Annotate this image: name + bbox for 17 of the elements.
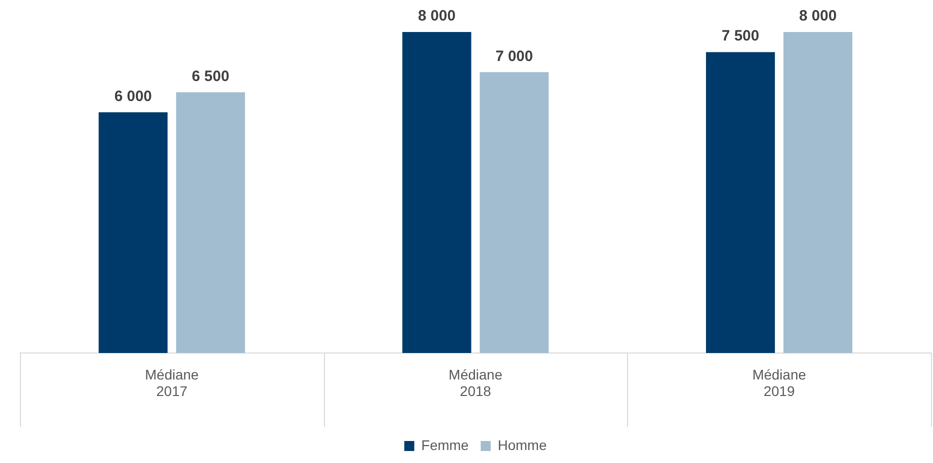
x-tick-label: Médiane 2019 [752, 366, 806, 400]
data-label: 7 500 [722, 28, 760, 45]
data-label: 6 500 [192, 68, 230, 85]
data-label: 6 000 [114, 88, 152, 105]
data-label: 8 000 [418, 8, 456, 25]
bar [706, 52, 775, 353]
bar [98, 112, 168, 353]
bar [783, 32, 852, 353]
data-label: 7 000 [495, 48, 533, 65]
bar [176, 92, 246, 353]
data-label: 8 000 [799, 8, 837, 25]
x-tick-label: Médiane 2017 [144, 366, 199, 400]
legend-label: Homme [498, 436, 547, 453]
bar [402, 32, 472, 353]
x-tick-label: Médiane 2018 [448, 366, 503, 400]
legend-label: Femme [421, 436, 469, 453]
bar [480, 72, 549, 353]
